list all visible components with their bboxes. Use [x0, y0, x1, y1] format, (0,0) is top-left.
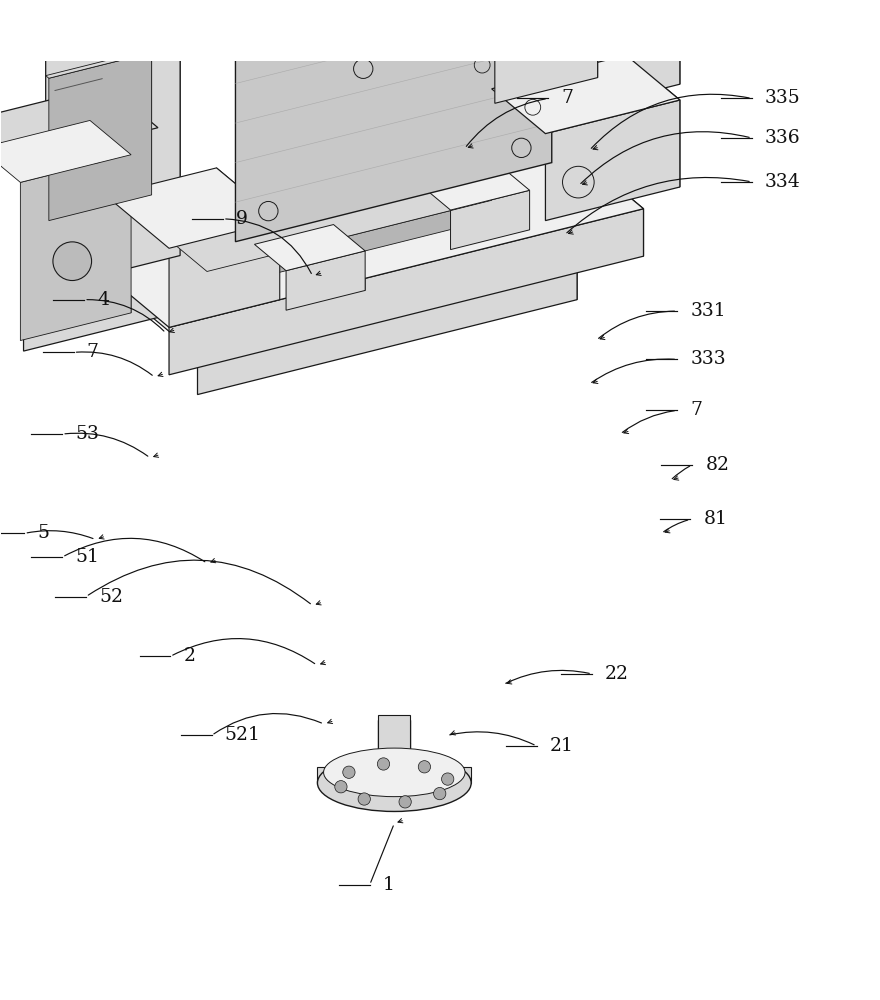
Polygon shape	[49, 53, 151, 221]
FancyArrowPatch shape	[88, 560, 311, 604]
FancyArrowPatch shape	[466, 99, 546, 146]
Polygon shape	[548, 130, 643, 256]
Circle shape	[418, 761, 430, 773]
Text: 334: 334	[765, 173, 801, 191]
Polygon shape	[169, 209, 643, 375]
Polygon shape	[74, 130, 643, 327]
Circle shape	[358, 793, 370, 805]
FancyArrowPatch shape	[214, 713, 321, 734]
Text: 2: 2	[183, 647, 195, 665]
FancyArrowPatch shape	[622, 411, 674, 432]
Text: 335: 335	[765, 89, 801, 107]
Polygon shape	[90, 120, 131, 313]
Polygon shape	[556, 0, 598, 78]
Polygon shape	[286, 251, 365, 310]
Polygon shape	[254, 225, 365, 271]
FancyArrowPatch shape	[77, 352, 152, 375]
Polygon shape	[169, 221, 280, 327]
Ellipse shape	[324, 748, 465, 797]
FancyArrowPatch shape	[65, 433, 148, 456]
Polygon shape	[207, 200, 492, 290]
FancyArrowPatch shape	[450, 732, 534, 745]
Polygon shape	[626, 55, 680, 187]
FancyArrowPatch shape	[27, 531, 93, 539]
FancyArrowPatch shape	[506, 670, 590, 683]
Polygon shape	[121, 197, 577, 355]
Circle shape	[53, 242, 92, 281]
Text: 51: 51	[76, 548, 99, 566]
FancyArrowPatch shape	[664, 520, 688, 532]
FancyArrowPatch shape	[567, 177, 749, 233]
Polygon shape	[149, 50, 151, 195]
Text: 331: 331	[691, 302, 726, 320]
Text: 7: 7	[87, 343, 99, 361]
Polygon shape	[451, 190, 530, 250]
Polygon shape	[169, 169, 492, 271]
Text: 4: 4	[98, 291, 109, 309]
FancyArrowPatch shape	[581, 132, 749, 184]
Polygon shape	[546, 100, 680, 221]
Polygon shape	[197, 260, 577, 395]
Polygon shape	[454, 169, 492, 219]
Polygon shape	[236, 0, 552, 242]
Polygon shape	[0, 120, 131, 182]
FancyArrowPatch shape	[64, 538, 205, 562]
Text: 81: 81	[704, 510, 728, 528]
Text: 9: 9	[236, 210, 248, 228]
Text: 521: 521	[224, 726, 260, 744]
FancyArrowPatch shape	[172, 639, 315, 664]
Text: 52: 52	[99, 588, 123, 606]
Text: 7: 7	[691, 401, 702, 419]
Polygon shape	[495, 0, 598, 103]
Text: 7: 7	[561, 89, 573, 107]
Text: 82: 82	[706, 456, 730, 474]
Polygon shape	[501, 197, 577, 300]
FancyArrowPatch shape	[672, 466, 690, 479]
FancyArrowPatch shape	[226, 219, 312, 273]
Polygon shape	[378, 715, 410, 770]
Polygon shape	[46, 50, 151, 78]
Polygon shape	[626, 0, 680, 84]
Polygon shape	[123, 0, 180, 256]
Text: 21: 21	[550, 737, 574, 755]
Circle shape	[399, 796, 411, 808]
Polygon shape	[546, 0, 680, 118]
Polygon shape	[216, 168, 280, 300]
Ellipse shape	[318, 754, 471, 811]
Circle shape	[334, 781, 347, 793]
FancyArrowPatch shape	[598, 311, 674, 338]
Polygon shape	[504, 169, 530, 230]
Text: 333: 333	[691, 350, 726, 368]
FancyArrowPatch shape	[87, 300, 164, 331]
Circle shape	[378, 758, 390, 770]
Polygon shape	[20, 155, 131, 341]
Circle shape	[342, 766, 355, 778]
Polygon shape	[318, 767, 471, 783]
Text: 22: 22	[605, 665, 629, 683]
Text: 5: 5	[38, 524, 49, 542]
Circle shape	[434, 787, 446, 800]
Polygon shape	[46, 0, 180, 289]
Polygon shape	[334, 225, 365, 290]
Polygon shape	[492, 55, 680, 134]
Text: 53: 53	[76, 425, 99, 443]
Text: 1: 1	[383, 876, 395, 894]
Polygon shape	[0, 0, 180, 4]
FancyArrowPatch shape	[370, 826, 393, 882]
Text: 336: 336	[765, 129, 801, 147]
Polygon shape	[457, 0, 552, 163]
FancyArrowPatch shape	[591, 94, 749, 148]
Polygon shape	[0, 86, 158, 161]
Polygon shape	[24, 128, 158, 351]
Polygon shape	[107, 86, 158, 317]
Polygon shape	[106, 168, 280, 248]
Circle shape	[442, 773, 454, 785]
Polygon shape	[425, 169, 530, 210]
FancyArrowPatch shape	[591, 359, 674, 382]
